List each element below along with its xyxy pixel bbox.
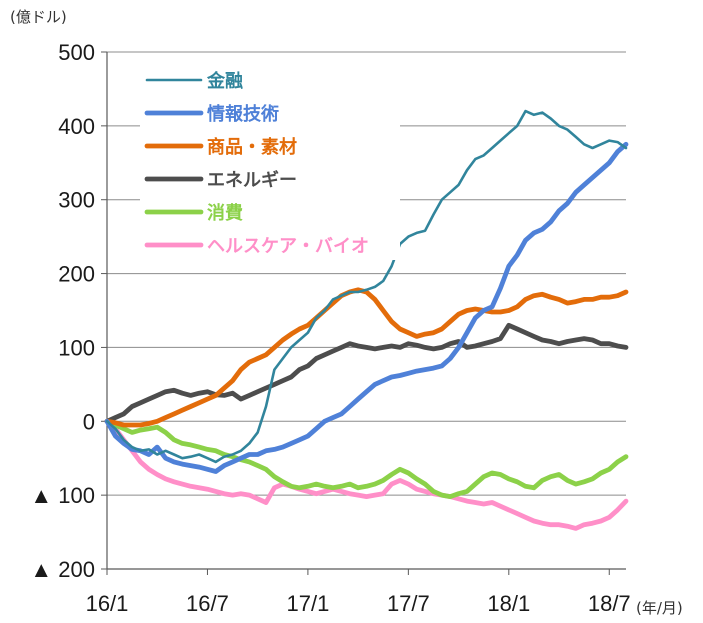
y-axis-label: (億ドル)	[10, 8, 67, 26]
series-line-2	[104, 141, 629, 474]
series-line-1	[105, 109, 628, 464]
legend-label: エネルギー	[207, 170, 297, 191]
y-axis-ticks: 500 400 300 200 100 0 ▲ 100 ▲ 200	[30, 40, 107, 582]
y-tick-label: ▲ 200	[30, 557, 95, 582]
y-tick-label: 0	[83, 409, 95, 434]
legend-label: 情報技術	[207, 103, 279, 125]
series-line-6	[104, 418, 629, 531]
legend-label: ヘルスケア・バイオ	[207, 236, 369, 257]
legend-label: 商品・素材	[207, 136, 297, 158]
y-tick-label: 200	[58, 262, 95, 287]
y-tick-label: 100	[58, 335, 95, 360]
x-tick-label: 17/7	[387, 591, 430, 616]
x-tick-label: 16/7	[186, 591, 229, 616]
legend-background	[140, 64, 400, 260]
legend-label: 金融	[206, 70, 243, 92]
x-axis-label: (年/月)	[636, 599, 683, 617]
x-tick-label: 16/1	[86, 591, 129, 616]
y-tick-label: 500	[58, 40, 95, 65]
x-tick-label: 17/1	[286, 591, 329, 616]
x-tick-label: 18/1	[487, 591, 530, 616]
series-lines	[104, 109, 629, 531]
x-tick-label: 18/7	[588, 591, 631, 616]
series-line-5	[104, 418, 629, 500]
x-axis-ticks: 16/1 16/7 17/1 17/7 18/1 18/7	[86, 569, 631, 616]
y-tick-label: 300	[58, 188, 95, 213]
series-line-3	[104, 287, 629, 428]
series-line-4	[104, 322, 629, 424]
y-tick-label: ▲ 100	[30, 483, 95, 508]
legend-label: 消費	[207, 202, 243, 224]
axes	[106, 52, 626, 570]
y-tick-label: 400	[58, 114, 95, 139]
